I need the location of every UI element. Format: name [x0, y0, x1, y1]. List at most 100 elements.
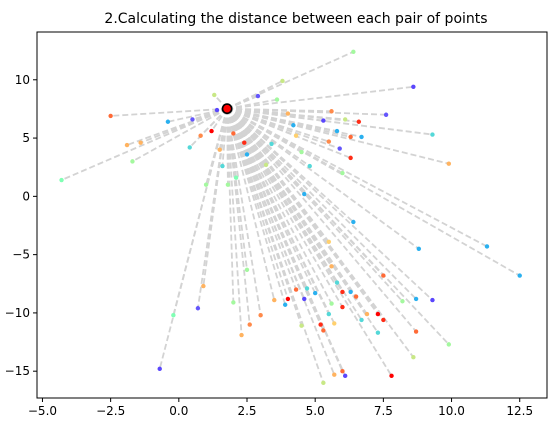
data-point — [272, 297, 277, 303]
data-point — [348, 155, 353, 161]
data-point — [342, 373, 348, 379]
distance-line — [202, 108, 228, 287]
data-point — [375, 330, 381, 335]
center-point-group — [221, 103, 233, 115]
distance-line — [226, 107, 488, 248]
data-point — [247, 322, 252, 327]
data-point — [413, 329, 419, 334]
x-tick-label: 12.5 — [506, 404, 533, 418]
data-point — [307, 163, 312, 169]
data-point — [231, 300, 236, 305]
data-point — [209, 128, 214, 134]
data-point — [484, 244, 490, 249]
data-point — [364, 311, 370, 317]
distance-line — [226, 108, 297, 290]
data-point — [302, 296, 307, 302]
plot-frame — [36, 31, 548, 399]
data-point — [269, 141, 274, 147]
data-point — [195, 306, 201, 311]
data-point — [332, 372, 337, 377]
data-point — [220, 163, 225, 169]
x-tick-label: 2.5 — [237, 404, 256, 418]
data-point — [285, 296, 291, 302]
distance-line — [226, 108, 338, 284]
data-point — [138, 140, 143, 145]
data-point — [340, 304, 345, 310]
data-point — [233, 175, 239, 180]
distance-line — [226, 108, 248, 270]
distance-line — [140, 107, 228, 144]
data-point — [411, 355, 416, 360]
distance-line — [132, 107, 228, 163]
distance-line — [226, 108, 287, 306]
data-point — [187, 145, 192, 150]
data-point — [231, 131, 236, 136]
distance-line — [226, 107, 521, 277]
data-point — [389, 373, 394, 379]
distance-line — [110, 107, 228, 117]
distance-line — [226, 50, 354, 110]
data-point — [359, 317, 364, 323]
distance-line — [158, 108, 228, 370]
x-tick-label: −5.0 — [28, 404, 57, 418]
data-point — [334, 280, 340, 285]
chart-title: 2.Calculating the distance between each … — [104, 11, 487, 27]
connection-lines — [61, 50, 521, 384]
data-points — [59, 49, 522, 386]
data-point — [329, 264, 334, 269]
distance-line — [226, 108, 330, 243]
data-point — [108, 113, 113, 119]
distance-line — [226, 107, 450, 165]
data-point — [198, 133, 203, 138]
distance-line — [226, 108, 434, 301]
y-tick-label: −10 — [5, 306, 30, 320]
distance-line — [226, 108, 243, 336]
y-tick-label: −5 — [12, 248, 30, 262]
data-point — [326, 239, 332, 245]
data-point — [340, 170, 345, 176]
distance-line — [192, 107, 228, 121]
x-tick-label: 5.0 — [306, 404, 325, 418]
data-point — [340, 289, 345, 295]
distance-line — [226, 108, 344, 308]
distance-line — [226, 108, 289, 300]
data-point — [351, 49, 356, 55]
data-point — [285, 111, 291, 116]
distance-line — [227, 107, 332, 113]
data-point — [225, 182, 231, 187]
data-point — [242, 140, 247, 145]
distance-line — [226, 107, 311, 167]
data-point — [413, 296, 419, 302]
data-point — [165, 119, 171, 124]
data-point — [351, 219, 356, 225]
distance-line — [226, 108, 276, 301]
distance-line — [226, 107, 420, 250]
y-tick-label: 10 — [15, 73, 30, 87]
distance-line — [226, 108, 308, 289]
data-point — [359, 134, 364, 140]
data-point — [203, 182, 209, 187]
x-tick-label: 7.5 — [374, 404, 393, 418]
data-point — [59, 177, 64, 183]
data-point — [400, 299, 405, 304]
data-point — [446, 342, 452, 347]
distance-line — [226, 108, 415, 358]
data-point — [430, 297, 435, 303]
data-point — [337, 146, 342, 151]
x-tick-label: 10.0 — [438, 404, 465, 418]
data-point — [411, 84, 416, 89]
x-axis-ticks: −5.0 −2.5 0.0 2.5 5.0 7.5 10.0 12.5 — [28, 398, 533, 418]
data-point — [329, 301, 334, 306]
distance-line — [226, 108, 235, 303]
data-point — [201, 283, 206, 289]
data-point — [293, 287, 299, 292]
data-point — [255, 93, 261, 99]
distance-line — [226, 108, 417, 333]
distance-line — [226, 108, 393, 377]
data-point — [130, 159, 135, 164]
data-point — [383, 112, 389, 117]
data-point — [340, 368, 345, 374]
data-point — [348, 134, 353, 140]
y-tick-label: 5 — [22, 131, 30, 145]
